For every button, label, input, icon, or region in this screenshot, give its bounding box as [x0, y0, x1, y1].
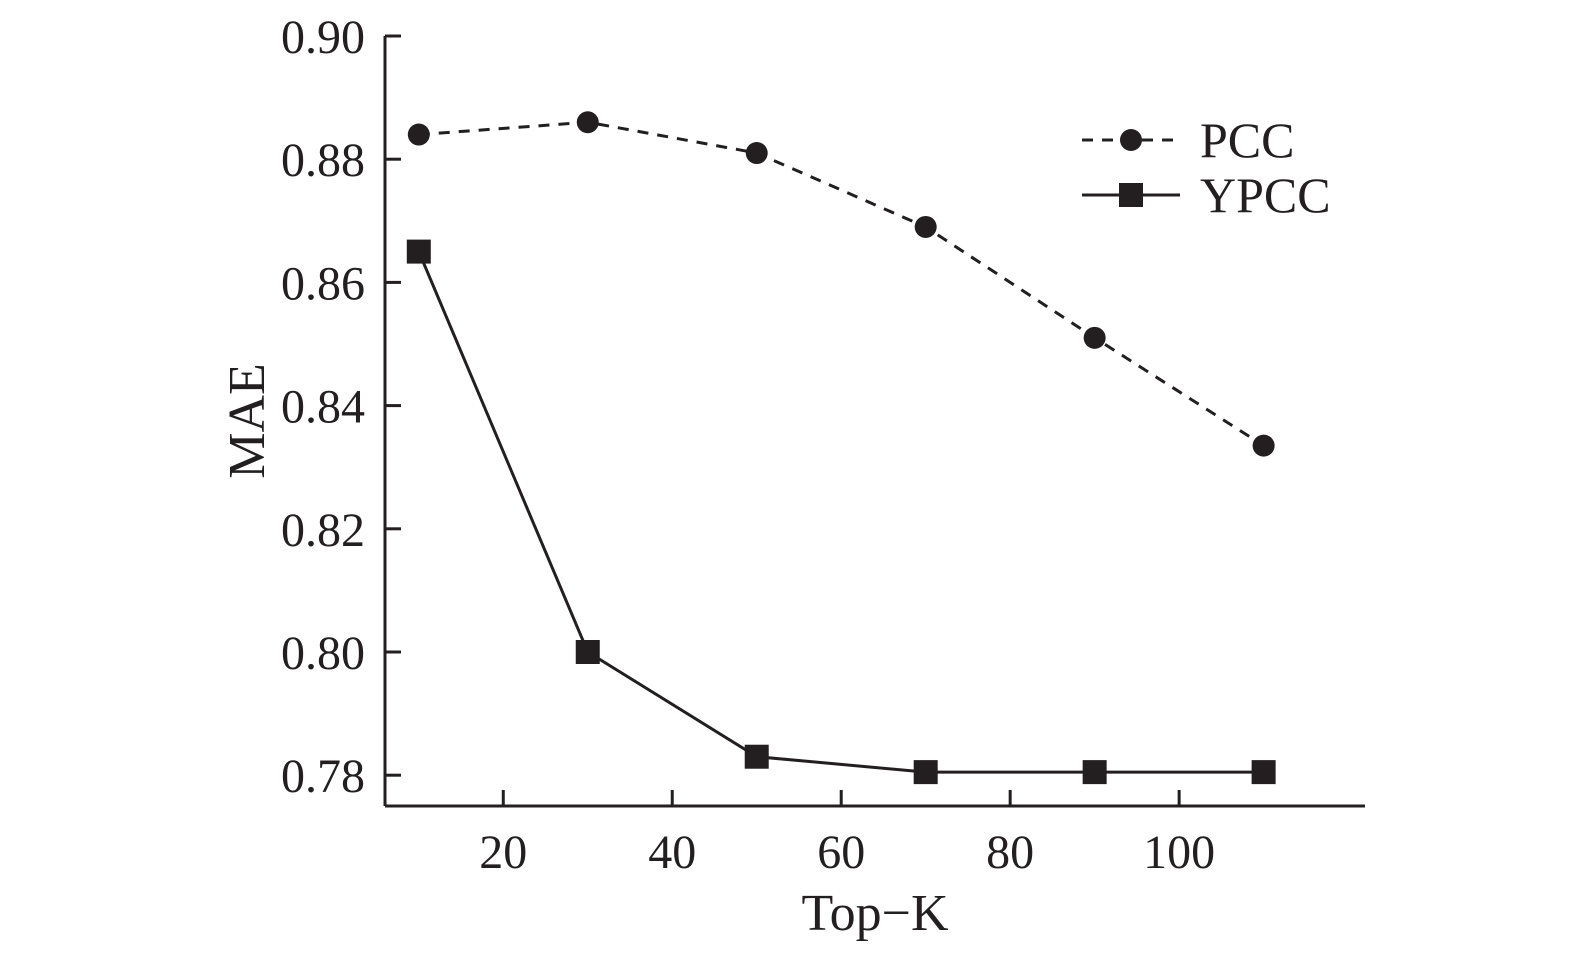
x-tick-label: 40 — [648, 826, 696, 879]
y-tick-label: 0.90 — [281, 11, 365, 64]
ypcc-data-point — [1251, 760, 1276, 785]
ypcc-data-point — [913, 760, 938, 785]
x-tick-label: 80 — [986, 826, 1034, 879]
pcc-data-point — [576, 111, 599, 134]
y-tick-label: 0.78 — [281, 750, 365, 803]
pcc-data-point — [745, 142, 768, 165]
x-tick-label: 20 — [479, 826, 527, 879]
pcc-series-line — [418, 120, 1265, 447]
y-tick-label: 0.88 — [281, 134, 365, 187]
pcc-data-point — [1252, 434, 1275, 457]
series-group — [406, 111, 1276, 785]
axes: 0.78 0.80 0.82 0.84 0.86 0.88 0.90 20 40 60 80 100 — [281, 11, 1365, 879]
y-tick-label: 0.84 — [281, 381, 365, 434]
legend-marker-pcc — [1120, 129, 1142, 151]
y-axis-title: MAE — [219, 363, 276, 479]
y-tick-label: 0.86 — [281, 257, 365, 310]
y-tick-label: 0.82 — [281, 504, 365, 557]
ypcc-data-point — [1082, 760, 1107, 785]
legend-label-pcc: PCC — [1200, 112, 1295, 168]
legend-label-ypcc: YPCC — [1200, 167, 1331, 223]
x-axis-title: Top−K — [801, 885, 948, 942]
ypcc-data-point — [575, 640, 600, 664]
pcc-data-point — [1083, 326, 1106, 349]
x-tick-label: 100 — [1143, 826, 1215, 879]
pcc-data-point — [914, 215, 937, 238]
ypcc-data-point — [744, 744, 769, 769]
ypcc-data-point — [406, 239, 431, 264]
legend-marker-ypcc — [1119, 183, 1143, 207]
y-tick-label: 0.80 — [281, 627, 365, 680]
x-tick-label: 60 — [817, 826, 865, 879]
ypcc-series-line — [417, 251, 1264, 774]
pcc-data-point — [407, 123, 430, 146]
